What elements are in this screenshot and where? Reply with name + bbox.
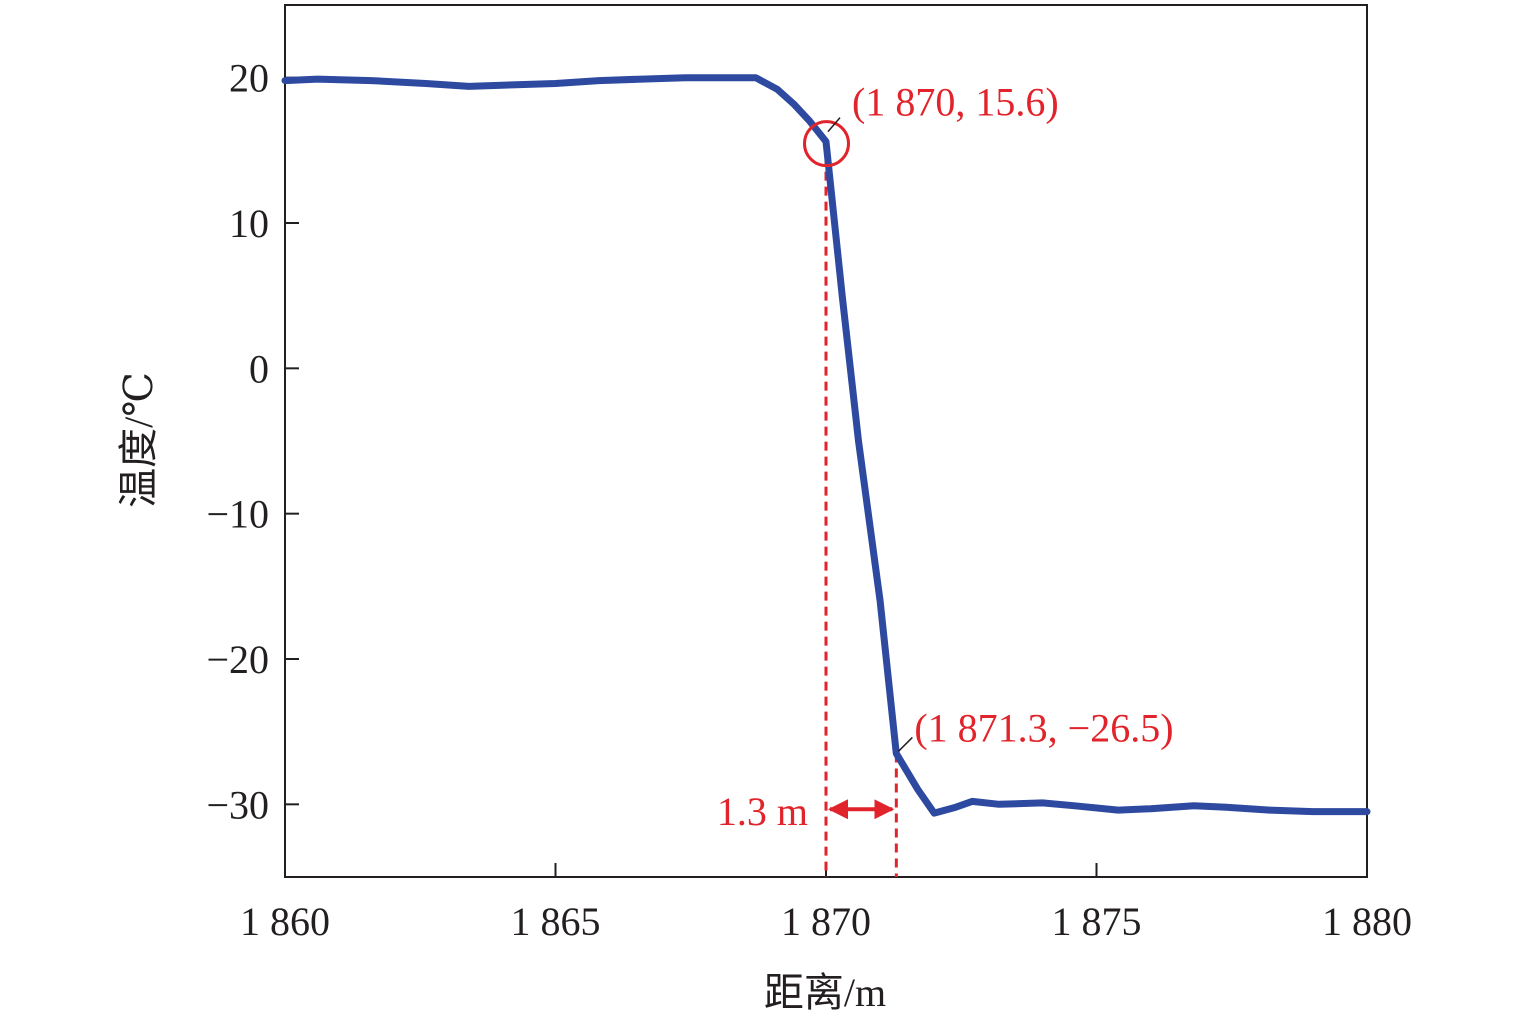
x-tick-label: 1 875 — [1052, 899, 1142, 944]
leader-line — [897, 736, 913, 752]
y-axis-title: 温度/℃ — [116, 372, 161, 508]
x-tick-label: 1 870 — [781, 899, 871, 944]
y-tick-label: 20 — [229, 56, 269, 101]
annotation-label: (1 870, 15.6) — [852, 80, 1059, 125]
leader-line — [827, 117, 841, 133]
temperature-series-line — [281, 74, 1371, 817]
x-tick-label: 1 880 — [1322, 899, 1412, 944]
y-tick-label: 0 — [249, 346, 269, 391]
annotation-label: (1 871.3, −26.5) — [914, 705, 1173, 750]
width-label: 1.3 m — [717, 789, 808, 834]
x-tick-label: 1 860 — [240, 899, 330, 944]
y-tick-label: 10 — [229, 201, 269, 246]
y-tick-label: −10 — [206, 492, 269, 537]
highlight-circle — [803, 120, 850, 168]
y-tick-label: −20 — [206, 637, 269, 682]
x-axis-title: 距离/m — [764, 970, 886, 1015]
y-tick-label: −30 — [206, 782, 269, 827]
x-tick-label: 1 865 — [511, 899, 601, 944]
